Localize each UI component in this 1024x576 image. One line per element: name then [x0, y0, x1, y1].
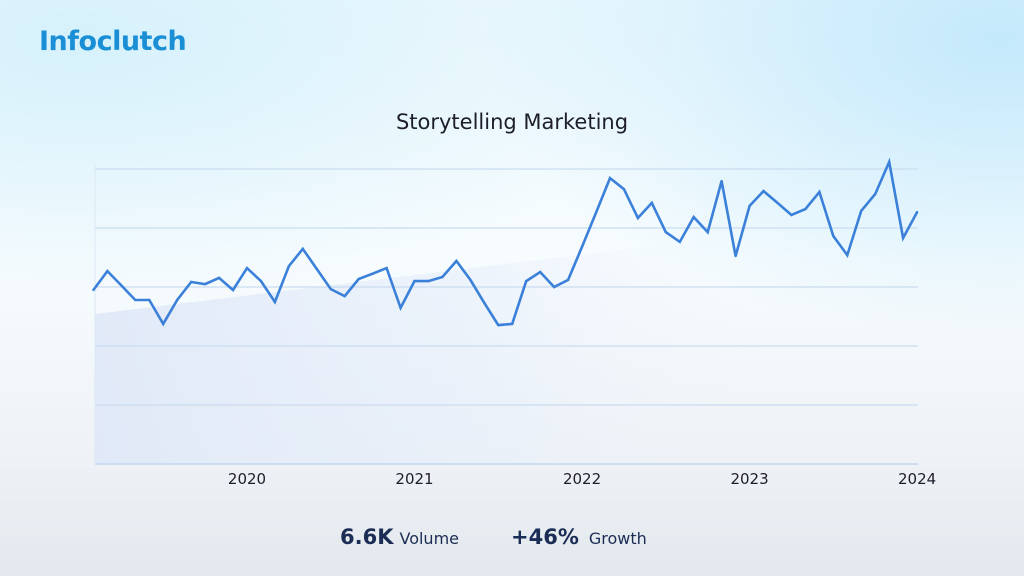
data-point — [692, 215, 695, 219]
data-point — [636, 216, 640, 220]
data-point — [846, 253, 849, 257]
data-point — [92, 288, 95, 292]
volume-label: Volume — [399, 529, 459, 548]
data-point — [106, 269, 109, 273]
data-point — [608, 176, 612, 180]
data-point — [217, 276, 221, 280]
data-point — [162, 322, 165, 326]
data-point — [469, 278, 472, 282]
infoclutch-logo: Infoclutch — [39, 26, 187, 57]
x-tick-label: 2024 — [898, 470, 936, 488]
data-point — [762, 189, 765, 193]
data-point — [343, 294, 346, 298]
x-tick-label: 2022 — [563, 470, 601, 488]
data-point — [273, 300, 277, 304]
data-point — [203, 282, 207, 286]
data-point — [525, 279, 528, 283]
data-point — [497, 323, 500, 327]
data-point — [120, 284, 123, 287]
data-point — [552, 285, 556, 289]
background-wedge — [95, 236, 760, 464]
data-point — [874, 192, 877, 196]
data-point — [748, 204, 751, 208]
data-point — [231, 288, 235, 292]
data-point — [664, 230, 667, 234]
series-line — [92, 157, 919, 327]
data-point — [720, 179, 723, 183]
data-point — [580, 245, 584, 249]
data-point — [538, 270, 542, 274]
data-point — [315, 267, 318, 271]
data-point — [148, 298, 151, 302]
data-point — [259, 279, 263, 283]
data-point — [134, 298, 137, 302]
growth-value: +46% — [511, 525, 579, 549]
data-point — [441, 275, 444, 279]
data-point — [887, 160, 891, 164]
data-point — [915, 210, 919, 214]
data-point — [245, 266, 249, 270]
chart-title: Storytelling Marketing — [395, 110, 629, 134]
data-point — [566, 278, 570, 282]
stats-row: 6.6K Volume +46% Growth — [340, 525, 647, 549]
x-tick-label: 2023 — [730, 470, 768, 488]
data-point — [483, 301, 486, 305]
data-point — [622, 187, 626, 191]
growth-label: Growth — [588, 529, 647, 548]
data-point — [790, 213, 793, 217]
data-point — [413, 279, 416, 283]
data-point — [860, 209, 863, 213]
data-point — [594, 211, 598, 214]
data-point — [832, 234, 835, 238]
data-point — [706, 230, 709, 234]
data-point — [650, 201, 654, 205]
data-point — [427, 279, 430, 283]
volume-value: 6.6K — [340, 525, 394, 549]
data-point — [734, 254, 737, 258]
data-point — [804, 207, 807, 211]
data-point — [818, 190, 821, 194]
data-point — [385, 266, 388, 270]
data-point — [455, 259, 458, 263]
data-point — [399, 306, 402, 310]
data-point — [901, 236, 905, 240]
data-point — [776, 201, 779, 205]
data-point — [329, 287, 332, 291]
x-tick-label: 2021 — [395, 470, 433, 488]
data-point — [357, 277, 360, 281]
data-point — [301, 247, 305, 251]
data-point — [371, 272, 374, 275]
data-point — [189, 280, 193, 284]
data-point — [176, 298, 179, 302]
data-point — [287, 264, 291, 268]
data-point — [511, 322, 514, 326]
data-point — [678, 240, 681, 244]
x-tick-label: 2020 — [228, 470, 266, 488]
